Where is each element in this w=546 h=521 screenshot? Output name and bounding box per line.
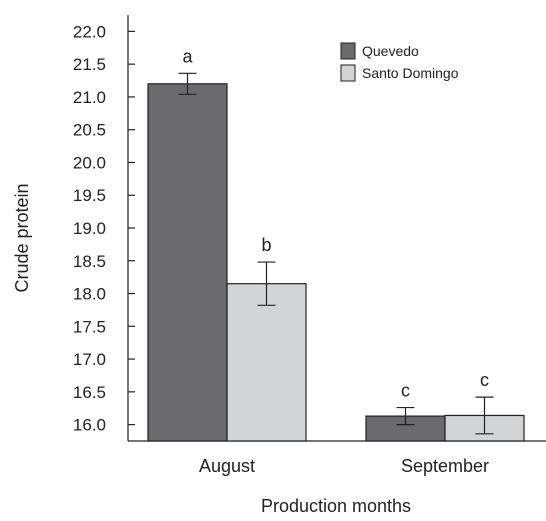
- y-tick-label: 22.0: [73, 22, 106, 41]
- y-tick-label: 20.0: [73, 153, 106, 172]
- legend-label-santo-domingo: Santo Domingo: [362, 65, 459, 81]
- y-tick-label: 18.0: [73, 285, 106, 304]
- bars: [147, 83, 525, 442]
- y-tick-label: 19.0: [73, 219, 106, 238]
- y-tick-label: 20.5: [73, 121, 106, 140]
- y-tick-label: 21.0: [73, 88, 106, 107]
- x-tick-label-august: August: [199, 456, 255, 476]
- x-tick-label-september: September: [401, 456, 489, 476]
- error-bars: [178, 72, 494, 435]
- significance-letters: a b c c: [182, 46, 489, 400]
- x-axis-title: Production months: [261, 496, 411, 516]
- significance-letter: c: [480, 370, 489, 390]
- bar-santo-domingo-august: [226, 283, 307, 442]
- y-tick-label: 16.5: [73, 383, 106, 402]
- y-tick-label: 17.5: [73, 317, 106, 336]
- significance-letter: a: [182, 46, 193, 66]
- bar-quevedo-august: [147, 83, 228, 442]
- legend-label-quevedo: Quevedo: [362, 43, 419, 59]
- y-tick-label: 19.5: [73, 186, 106, 205]
- x-tick-labels: August September: [199, 456, 489, 476]
- legend-swatch-santo-domingo: [340, 64, 356, 82]
- y-axis-title: Crude protein: [12, 183, 32, 292]
- significance-letter: b: [261, 235, 271, 255]
- legend-swatch-quevedo: [340, 42, 356, 60]
- y-ticks: 22.0 21.5 21.0 20.5 20.0 19.5 19.0 18.5 18.0 17.5…: [73, 22, 135, 435]
- y-tick-label: 21.5: [73, 55, 106, 74]
- y-tick-label: 16.0: [73, 416, 106, 435]
- legend: Quevedo Santo Domingo: [340, 42, 459, 82]
- significance-letter: c: [401, 381, 410, 401]
- y-tick-label: 17.0: [73, 350, 106, 369]
- y-tick-label: 18.5: [73, 252, 106, 271]
